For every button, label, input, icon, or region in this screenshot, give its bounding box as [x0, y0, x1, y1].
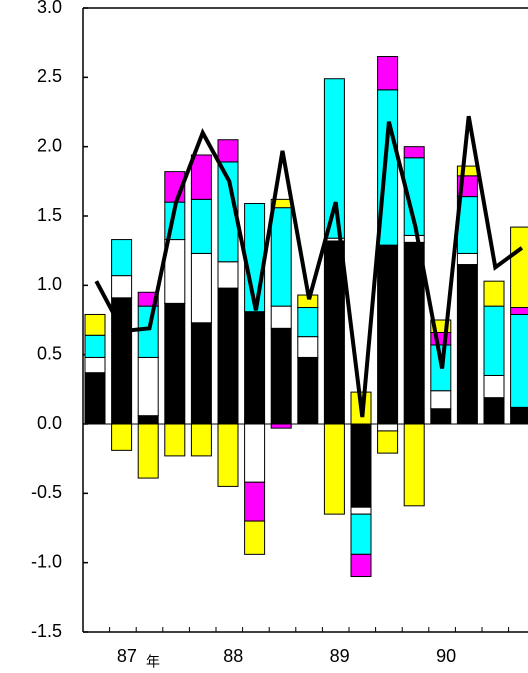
bar-segment — [164, 423, 186, 457]
bar-segment — [137, 356, 159, 417]
bar-segment — [510, 226, 528, 309]
bar-segment — [297, 336, 319, 358]
bar-segment — [456, 165, 478, 177]
y-tick-label: -1.5 — [31, 621, 62, 641]
y-tick-label: 2.0 — [37, 135, 62, 155]
bar-segment — [377, 423, 399, 432]
bar-segment — [111, 423, 133, 451]
bar-segment — [164, 302, 186, 425]
bar-segment — [377, 244, 399, 425]
bar-segment — [270, 207, 292, 307]
bar-segment — [84, 356, 106, 374]
bar-segment — [456, 252, 478, 266]
bar-segment — [217, 139, 239, 163]
bar-segment — [483, 280, 505, 307]
bar-segment — [483, 397, 505, 425]
y-tick-label: 0.5 — [37, 343, 62, 363]
bar-segment — [403, 423, 425, 507]
bar-segment — [403, 146, 425, 159]
bar-segment — [483, 374, 505, 399]
bar-segment — [430, 390, 452, 410]
bar-segment — [190, 252, 212, 324]
bar-segment — [377, 430, 399, 454]
bar-segment — [137, 415, 159, 425]
line — [94, 115, 524, 418]
bar-segment — [483, 305, 505, 376]
bar-segment — [84, 313, 106, 336]
x-annotation: 年 — [146, 654, 160, 670]
bar-segment — [137, 305, 159, 358]
bar-segment — [297, 356, 319, 425]
bar-segment — [350, 553, 372, 578]
bar-segment — [377, 56, 399, 91]
bar-segment — [111, 275, 133, 299]
x-tick-label: 88 — [223, 646, 243, 666]
bar-segment — [403, 241, 425, 425]
y-tick-label: 1.5 — [37, 205, 62, 225]
y-tick-label: -1.0 — [31, 551, 62, 571]
bar-segment — [217, 261, 239, 289]
bar-segment — [270, 305, 292, 329]
y-tick-label: 0.0 — [37, 413, 62, 433]
bar-segment — [190, 154, 212, 200]
bar-segment — [111, 239, 133, 277]
bar-segment — [510, 406, 528, 425]
bar-segment — [190, 198, 212, 254]
bar-segment — [244, 481, 266, 522]
bar-segment — [217, 287, 239, 425]
bar-segment — [430, 408, 452, 425]
bar-segment — [270, 423, 292, 429]
bar-segment — [350, 513, 372, 555]
bar-segment — [190, 423, 212, 457]
bar-segment — [510, 313, 528, 408]
y-tick-label: -0.5 — [31, 482, 62, 502]
bar-segment — [323, 78, 345, 239]
y-tick-label: 2.5 — [37, 66, 62, 86]
bar-segment — [217, 423, 239, 487]
bar-segment — [244, 520, 266, 555]
bar-segment — [323, 240, 345, 425]
x-tick-label: 90 — [436, 646, 456, 666]
y-tick-label: 3.0 — [37, 0, 62, 17]
bar-segment — [403, 234, 425, 243]
bar-segment — [297, 307, 319, 338]
bar-segment — [456, 264, 478, 425]
bar-segment — [350, 506, 372, 515]
bar-segment — [244, 423, 266, 483]
bar-segment — [84, 372, 106, 425]
bar-segment — [137, 423, 159, 479]
bar-segment — [350, 423, 372, 508]
bar-segment — [244, 311, 266, 425]
x-tick-label: 89 — [330, 646, 350, 666]
bar-segment — [190, 322, 212, 425]
bar-segment — [323, 423, 345, 515]
bar-segment — [270, 327, 292, 425]
bar-segment — [510, 307, 528, 315]
y-tick-label: 1.0 — [37, 274, 62, 294]
x-tick-label: 87 — [117, 646, 137, 666]
bar-segment — [84, 334, 106, 358]
